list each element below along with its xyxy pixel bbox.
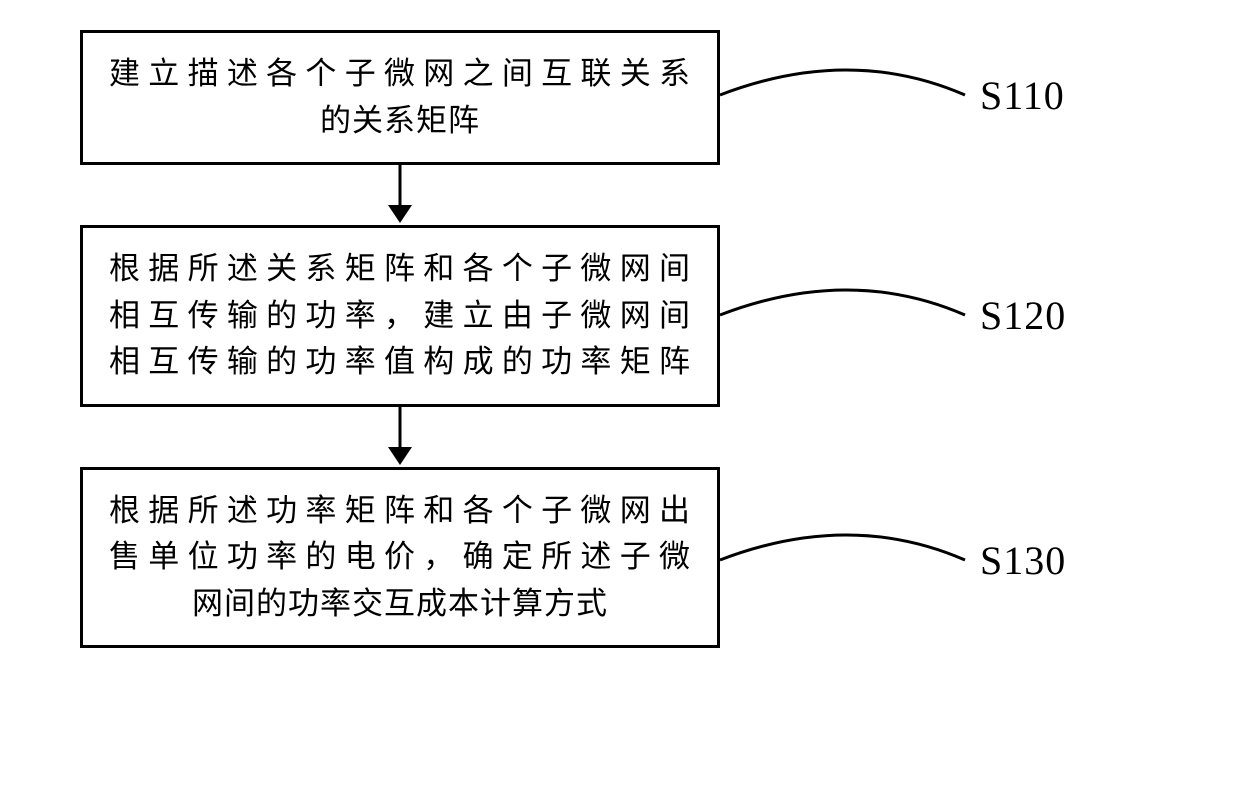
arrow-down: [80, 165, 720, 225]
flowchart-container: 建立描述各个子微网之间互联关系 的关系矩阵 根据所述关系矩阵和各个子微网间 相互…: [80, 30, 780, 648]
step-text-line: 根据所述关系矩阵和各个子微网间: [109, 251, 691, 286]
arrow-down-icon: [380, 165, 420, 225]
step-box-s110: 建立描述各个子微网之间互联关系 的关系矩阵: [80, 30, 720, 165]
step-box-s120: 根据所述关系矩阵和各个子微网间 相互传输的功率，建立由子微网间 相互传输的功率值…: [80, 225, 720, 407]
step-text-line: 根据所述功率矩阵和各个子微网出: [109, 493, 691, 528]
arrow-down: [80, 407, 720, 467]
step-text-line: 相互传输的功率，建立由子微网间: [109, 298, 691, 333]
step-box-s130: 根据所述功率矩阵和各个子微网出 售单位功率的电价，确定所述子微 网间的功率交互成…: [80, 467, 720, 649]
arrow-down-icon: [380, 407, 420, 467]
step-text-line: 相互传输的功率值构成的功率矩阵: [109, 344, 691, 379]
step-text-line: 建立描述各个子微网之间互联关系: [109, 56, 691, 91]
step-label-s120: S120: [980, 292, 1066, 339]
step-text-line: 的关系矩阵: [109, 98, 691, 145]
step-label-s130: S130: [980, 537, 1066, 584]
step-text-line: 售单位功率的电价，确定所述子微: [109, 539, 691, 574]
step-label-s110: S110: [980, 72, 1065, 119]
step-text-line: 网间的功率交互成本计算方式: [109, 581, 691, 628]
